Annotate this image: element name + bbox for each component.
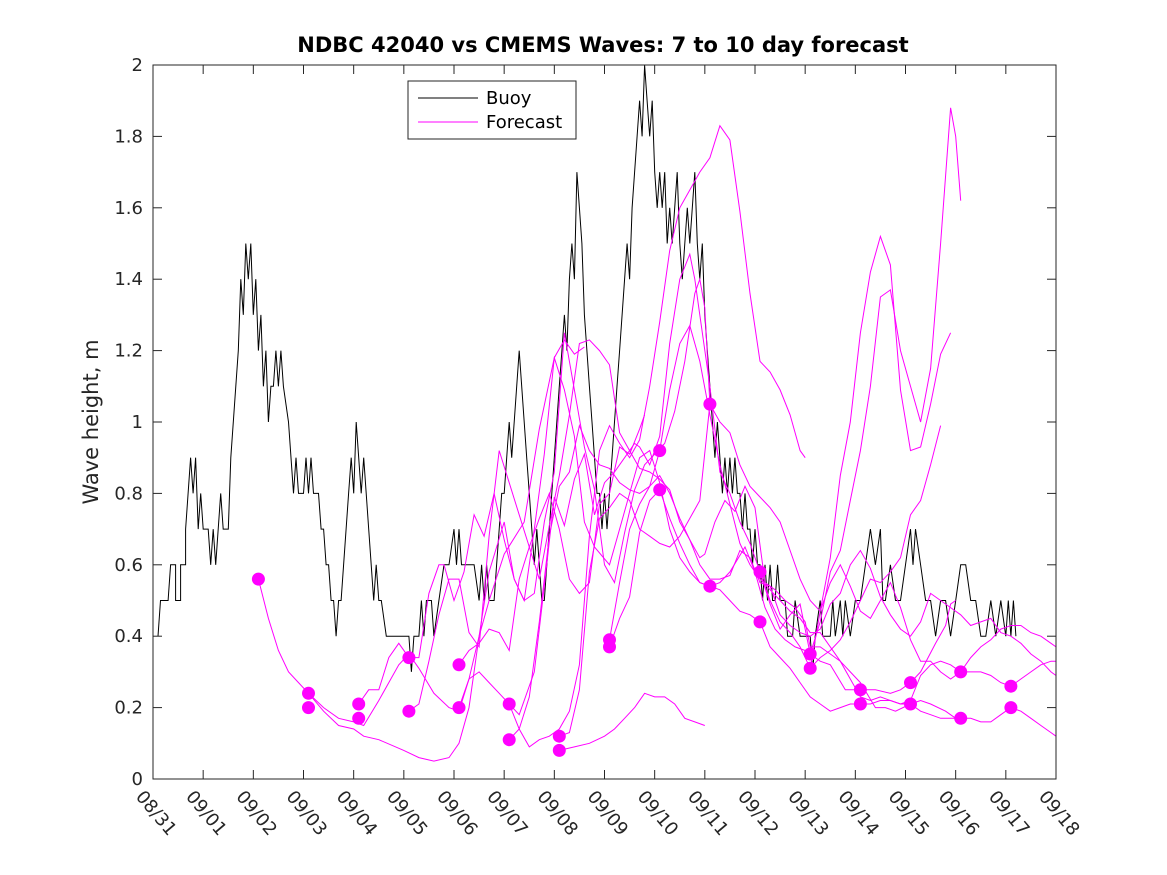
y-tick-label: 0.8: [114, 483, 143, 504]
forecast-marker: [552, 729, 566, 743]
forecast-marker: [552, 743, 566, 757]
forecast-line-12: [609, 488, 1057, 737]
forecast-marker: [1004, 701, 1018, 715]
forecast-marker: [853, 697, 867, 711]
forecast-line-1: [257, 355, 956, 762]
forecast-marker: [803, 647, 817, 661]
y-tick-label: 1.6: [114, 198, 143, 219]
forecast-marker: [904, 697, 917, 711]
forecast-marker: [904, 676, 917, 690]
forecast-layer: [257, 107, 1057, 762]
forecast-line-7: [508, 124, 806, 748]
forecast-marker: [653, 483, 667, 497]
legend-forecast-label: Forecast: [486, 112, 562, 133]
forecast-marker: [502, 733, 516, 747]
forecast-marker: [251, 572, 265, 586]
forecast-marker: [653, 444, 667, 458]
forecast-marker: [402, 651, 416, 665]
forecast-line-9: [559, 402, 1057, 737]
forecast-line-4: [408, 339, 956, 719]
y-tick-labels: 0 0.2 0.4 0.6 0.8 1 1.2 1.4 1.6 1.8 2: [114, 55, 143, 790]
forecast-marker: [502, 697, 516, 711]
forecast-marker: [753, 615, 767, 629]
y-tick-label: 0.6: [114, 555, 143, 576]
y-axis-label: Wave height, m: [79, 339, 103, 504]
forecast-marker: [452, 658, 466, 672]
forecast-line-6: [458, 252, 942, 716]
forecast-line-11: [609, 324, 1056, 705]
buoy-layer: [157, 64, 1017, 672]
forecast-marker: [1004, 679, 1018, 693]
y-tick-label: 0: [132, 769, 143, 790]
y-tick-label: 1.2: [114, 341, 143, 362]
legend-buoy-label: Buoy: [486, 88, 532, 109]
forecast-line-14: [809, 234, 952, 669]
forecast-marker: [703, 579, 717, 593]
forecast-line-8: [508, 423, 1057, 741]
legend: Buoy Forecast: [407, 80, 577, 140]
forecast-line-13: [759, 107, 962, 655]
forecast-marker: [954, 711, 968, 725]
forecast-marker: [753, 565, 767, 579]
chart-title: NDBC 42040 vs CMEMS Waves: 7 to 10 day f…: [297, 33, 908, 57]
forecast-marker: [603, 640, 616, 654]
forecast-marker: [352, 711, 366, 725]
marker-layer: [251, 397, 1018, 757]
forecast-marker: [352, 697, 366, 711]
y-tick-label: 0.2: [114, 698, 143, 719]
forecast-marker: [803, 661, 817, 675]
y-tick-label: 1.4: [114, 269, 143, 290]
buoy-series-line: [157, 64, 1017, 672]
forecast-marker: [402, 704, 416, 718]
forecast-marker: [302, 701, 315, 715]
forecast-marker: [853, 683, 867, 697]
ticks-layer: [152, 64, 1057, 780]
y-tick-label: 0.4: [114, 626, 143, 647]
legend-box: [407, 80, 577, 140]
forecast-marker: [452, 701, 466, 715]
y-tick-label: 2: [132, 55, 143, 76]
forecast-line-10: [559, 692, 705, 751]
y-tick-label: 1.8: [114, 126, 143, 147]
forecast-marker: [703, 397, 717, 411]
y-tick-label: 1: [132, 412, 143, 433]
forecast-marker: [954, 665, 968, 679]
forecast-marker: [302, 686, 315, 700]
